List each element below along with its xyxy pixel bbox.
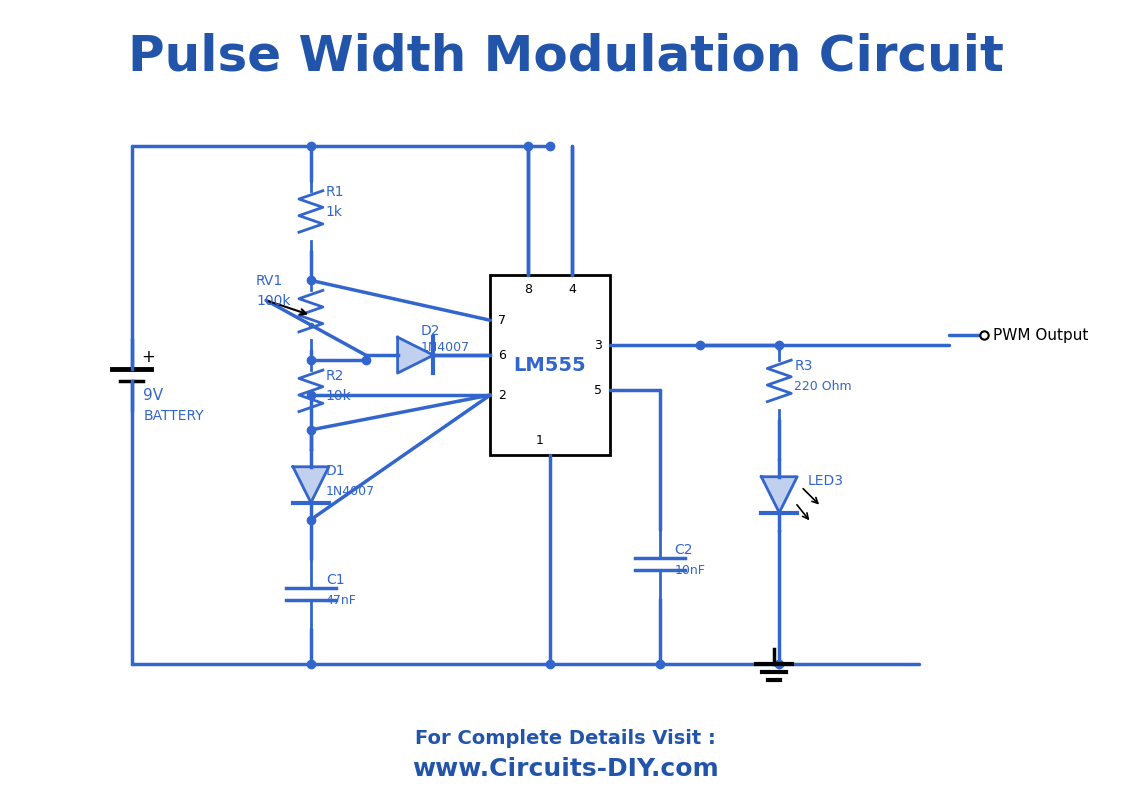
Text: RV1: RV1 (256, 274, 284, 289)
Text: C1: C1 (326, 573, 345, 588)
Text: +: + (141, 348, 155, 366)
Polygon shape (398, 337, 433, 373)
Text: PWM Output: PWM Output (993, 328, 1089, 343)
Text: 10k: 10k (326, 389, 352, 403)
Text: BATTERY: BATTERY (144, 409, 204, 423)
Text: 47nF: 47nF (326, 595, 356, 607)
Text: D2: D2 (421, 324, 440, 338)
Text: 7: 7 (499, 314, 507, 327)
Text: 1N4007: 1N4007 (326, 485, 375, 498)
Text: C2: C2 (674, 544, 693, 557)
Text: R1: R1 (326, 184, 344, 199)
Text: 1N4007: 1N4007 (421, 341, 469, 354)
Text: For Complete Details Visit :: For Complete Details Visit : (415, 729, 716, 748)
Text: 3: 3 (594, 339, 602, 351)
Text: 1: 1 (536, 434, 544, 447)
Text: LED3: LED3 (808, 474, 843, 487)
Text: 4: 4 (568, 283, 576, 297)
Text: 2: 2 (499, 389, 506, 401)
Polygon shape (761, 477, 797, 513)
FancyBboxPatch shape (490, 275, 610, 455)
Text: 6: 6 (499, 349, 506, 362)
Text: R3: R3 (794, 359, 812, 373)
Polygon shape (293, 467, 329, 502)
Text: LM555: LM555 (513, 355, 586, 374)
Text: R2: R2 (326, 369, 344, 383)
Text: 10nF: 10nF (674, 564, 706, 577)
Text: 220 Ohm: 220 Ohm (794, 380, 852, 393)
Text: 1k: 1k (326, 204, 343, 219)
Text: 8: 8 (524, 283, 532, 297)
Text: www.Circuits-DIY.com: www.Circuits-DIY.com (412, 757, 719, 781)
Text: 9V: 9V (144, 388, 164, 403)
Text: 100k: 100k (256, 294, 291, 308)
Text: D1: D1 (326, 463, 345, 478)
Text: 5: 5 (594, 383, 602, 397)
Text: Pulse Width Modulation Circuit: Pulse Width Modulation Circuit (128, 32, 1003, 80)
